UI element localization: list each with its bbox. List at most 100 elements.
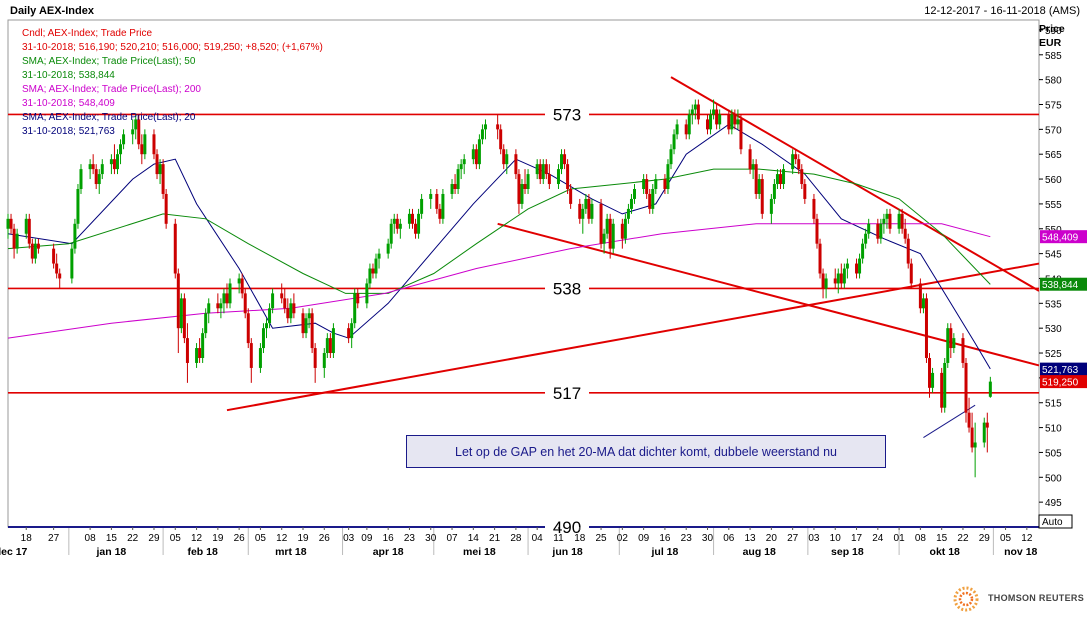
- candle-body: [225, 293, 229, 304]
- candle: [590, 198, 594, 224]
- candle: [70, 243, 74, 284]
- x-month-label: nov 18: [1004, 546, 1037, 558]
- candle-body: [240, 278, 244, 294]
- candle: [228, 278, 232, 309]
- x-tick-label: 23: [404, 533, 416, 544]
- candle: [824, 273, 828, 299]
- candle: [961, 333, 965, 368]
- candle: [97, 169, 101, 194]
- candle: [310, 308, 314, 354]
- candle-body: [988, 381, 992, 397]
- candle: [158, 159, 162, 185]
- candle: [867, 218, 871, 239]
- candle-body: [377, 253, 381, 259]
- level-label-bg: [545, 382, 589, 401]
- auto-scale-button[interactable]: [1038, 514, 1073, 529]
- candle: [903, 218, 907, 244]
- candle: [462, 154, 466, 175]
- candle: [325, 333, 329, 358]
- x-month-label: okt 18: [930, 546, 961, 558]
- candle-body: [885, 213, 889, 219]
- candle: [523, 169, 527, 194]
- candle: [155, 149, 159, 180]
- candle: [243, 288, 247, 319]
- candle: [496, 114, 500, 140]
- candle: [407, 208, 411, 229]
- candle: [715, 104, 719, 130]
- candle-body: [782, 169, 786, 185]
- x-tick-label: 28: [510, 533, 522, 544]
- candle-body: [112, 159, 116, 170]
- candle-body: [371, 268, 375, 274]
- x-tick-label: 08: [85, 533, 97, 544]
- candle: [566, 159, 570, 194]
- x-tick-label: 19: [212, 533, 224, 544]
- candle-body: [715, 109, 719, 125]
- candle-body: [909, 263, 913, 284]
- candle: [748, 144, 752, 175]
- candle-body: [414, 223, 418, 234]
- candle-body: [985, 422, 989, 428]
- candle-body: [648, 193, 652, 209]
- candle: [620, 218, 624, 249]
- candle-body: [797, 159, 801, 170]
- candle-body: [629, 198, 633, 209]
- candle: [642, 174, 646, 194]
- candle: [115, 149, 119, 175]
- candle: [815, 213, 819, 249]
- candle-body: [654, 179, 658, 189]
- candle: [164, 189, 168, 229]
- candle: [733, 109, 737, 130]
- candle: [931, 367, 935, 393]
- candle: [76, 184, 80, 229]
- x-tick-label: 27: [787, 533, 799, 544]
- price-axis-unit: EUR: [1039, 37, 1062, 49]
- candle-body: [115, 154, 119, 170]
- candle: [137, 114, 141, 150]
- y-tick-label: 560: [1045, 175, 1062, 186]
- y-tick-label: 505: [1045, 448, 1062, 459]
- candle-body: [772, 184, 776, 199]
- candle-body: [775, 174, 779, 185]
- candle-body: [395, 218, 399, 229]
- candle: [435, 189, 439, 214]
- candle: [797, 154, 801, 175]
- x-tick-label: 15: [936, 533, 948, 544]
- candle: [109, 154, 113, 175]
- candle-body: [973, 442, 977, 448]
- x-tick-label: 26: [234, 533, 246, 544]
- candle-body: [313, 348, 317, 368]
- candle-body: [590, 203, 594, 219]
- candle: [79, 164, 83, 194]
- candle: [91, 154, 95, 175]
- candle-body: [258, 348, 262, 368]
- candle-body: [100, 164, 104, 175]
- candle: [623, 213, 627, 244]
- candle-body: [882, 218, 886, 224]
- candle: [885, 208, 889, 229]
- candle: [94, 164, 98, 189]
- candle: [182, 293, 186, 344]
- candle: [888, 208, 892, 234]
- x-tick-label: 21: [489, 533, 501, 544]
- candle: [410, 208, 414, 229]
- candle: [648, 189, 652, 214]
- candle: [112, 144, 116, 175]
- candle: [778, 169, 782, 189]
- candle-body: [560, 154, 564, 170]
- candle-body: [88, 164, 92, 170]
- candle-body: [155, 154, 159, 175]
- candle-body: [292, 303, 296, 314]
- candle-body: [286, 308, 290, 319]
- candle: [271, 288, 275, 314]
- candle: [845, 258, 849, 279]
- candle-body: [730, 114, 734, 130]
- x-tick-label: 29: [979, 533, 991, 544]
- candle-body: [198, 348, 202, 358]
- candle: [301, 308, 305, 339]
- candle-body: [386, 243, 390, 254]
- x-tick-label: 17: [851, 533, 863, 544]
- candle-body: [76, 189, 80, 224]
- candle: [608, 213, 612, 259]
